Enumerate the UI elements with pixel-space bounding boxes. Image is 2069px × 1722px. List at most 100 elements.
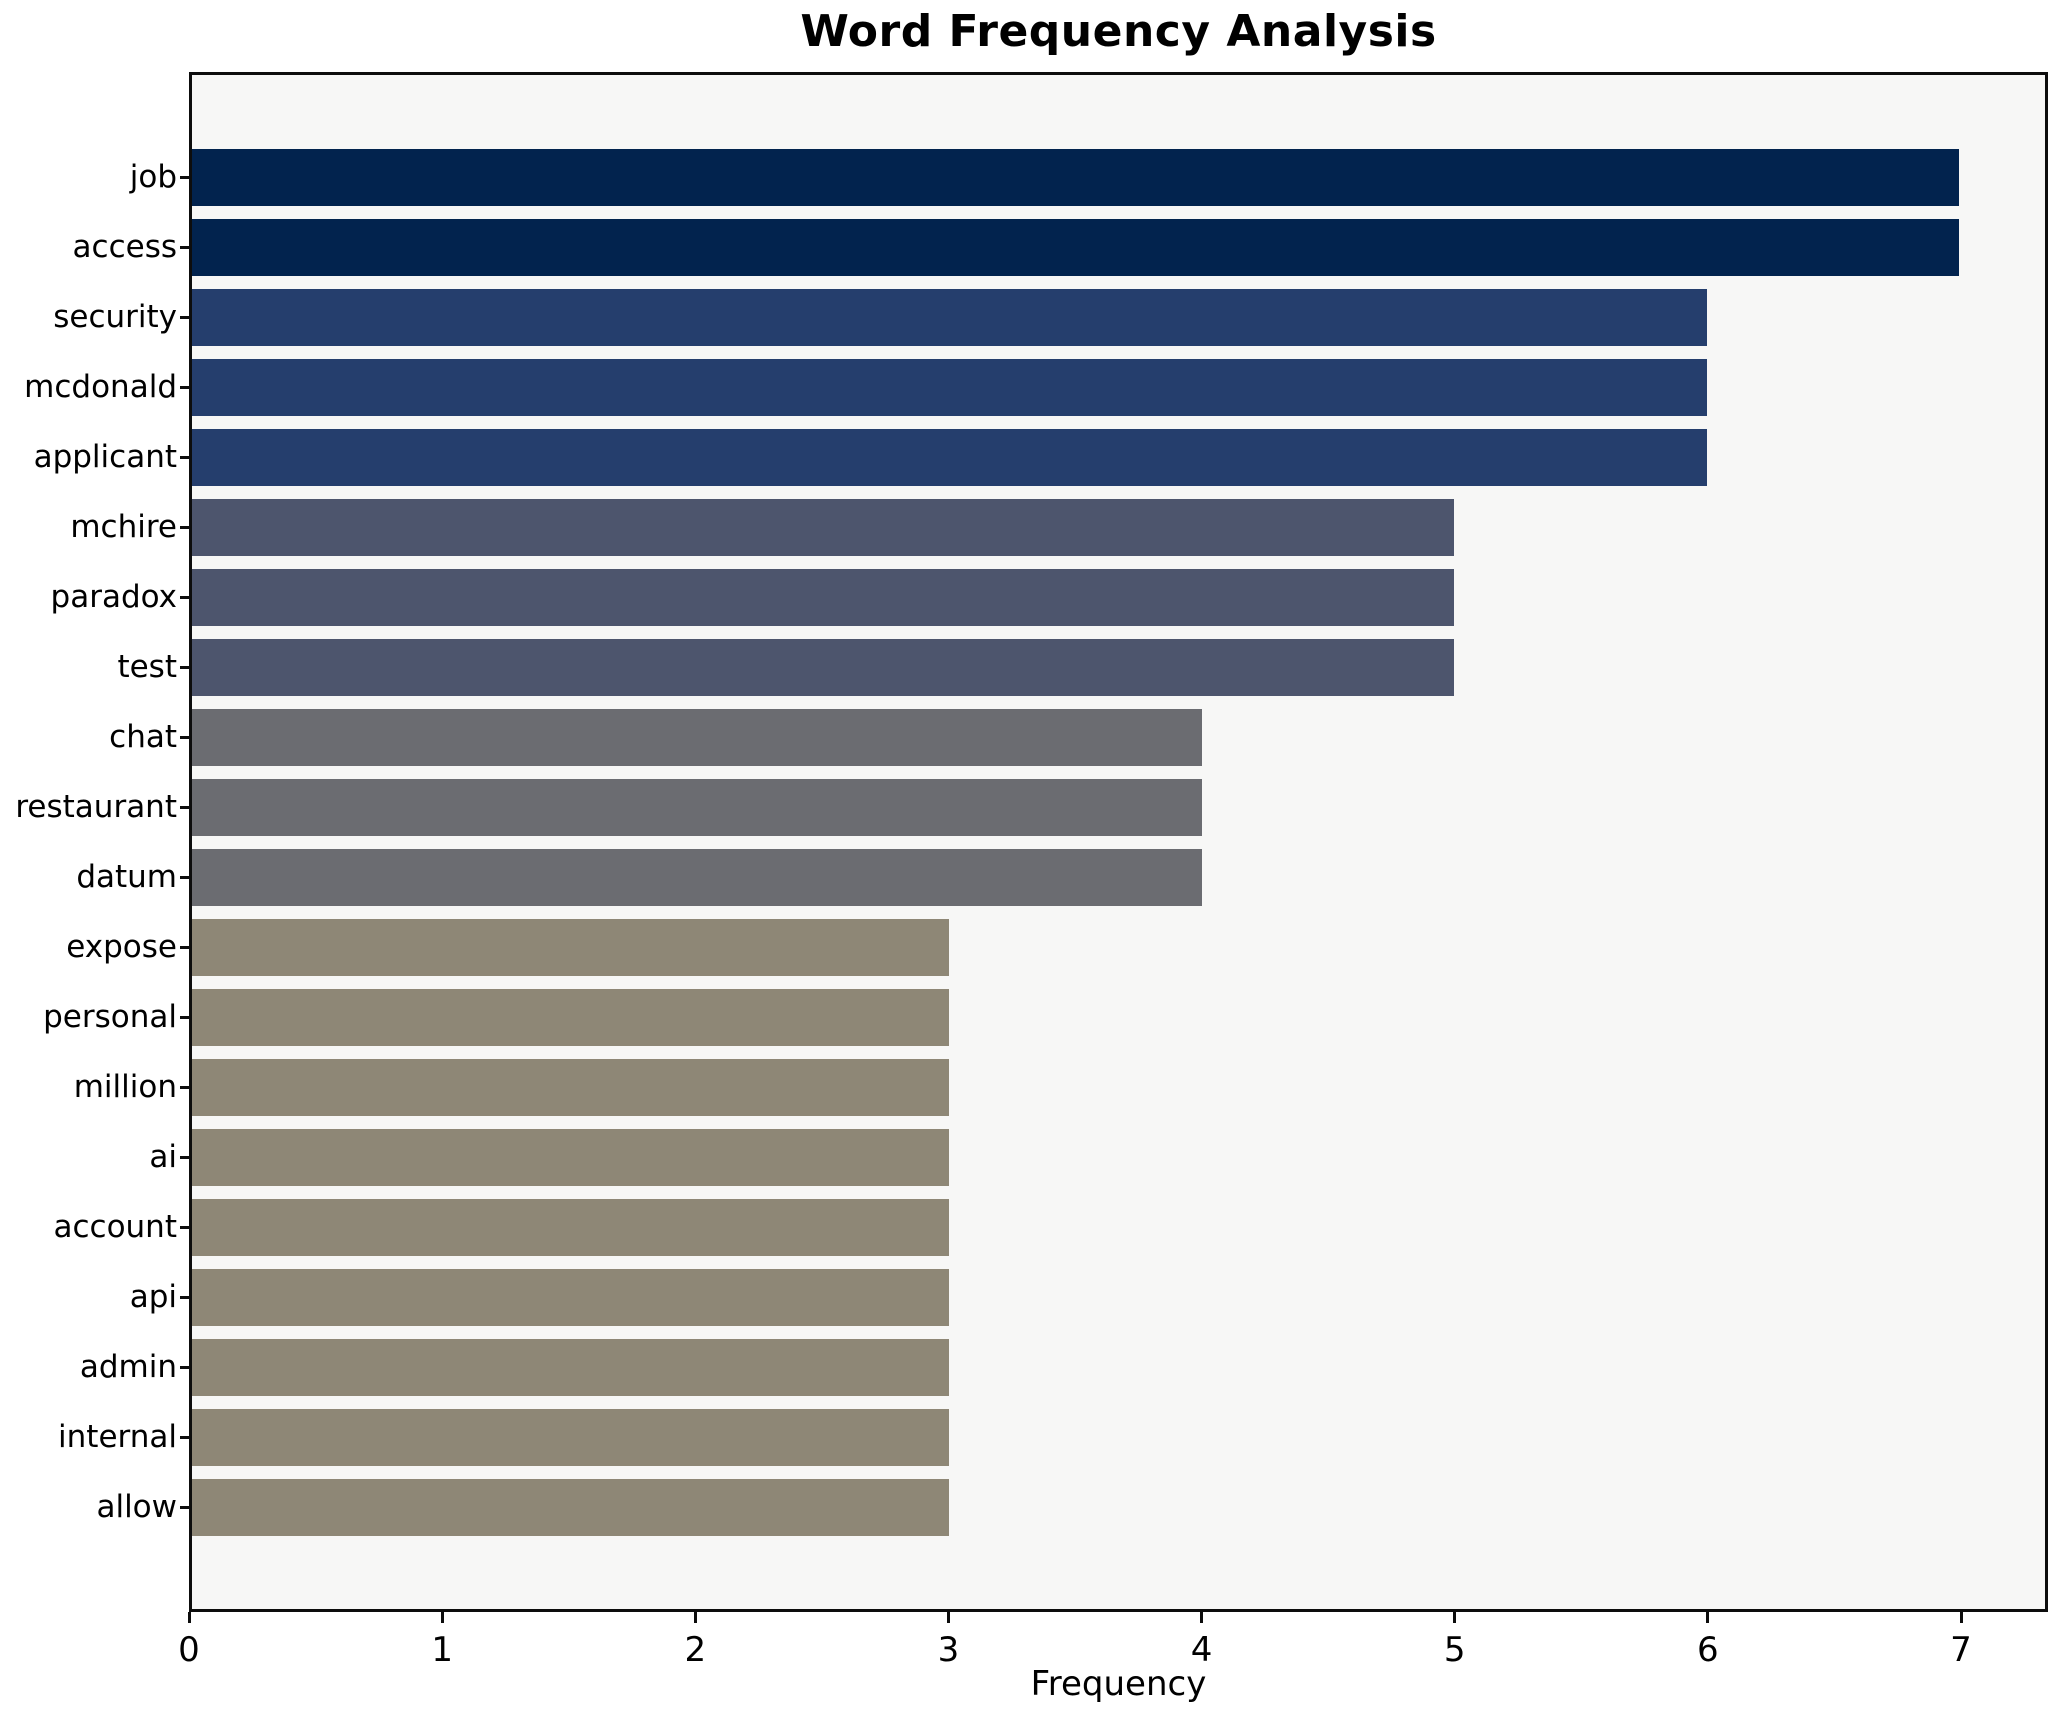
bar-row <box>192 492 2045 562</box>
x-tick-label-5: 5 <box>1443 1630 1466 1670</box>
frequency-bar-account <box>192 1198 950 1256</box>
y-axis-label-api: api <box>129 1279 177 1315</box>
frequency-bar-paradox <box>192 568 1455 626</box>
y-axis-label-allow: allow <box>96 1489 177 1525</box>
frequency-bar-admin <box>192 1338 950 1396</box>
bar-row <box>192 1402 2045 1472</box>
y-axis-label-internal: internal <box>58 1419 177 1455</box>
x-tick-mark <box>946 1612 950 1623</box>
bar-row <box>192 352 2045 422</box>
bar-row <box>192 282 2045 352</box>
x-tick-mark <box>1959 1612 1963 1623</box>
y-tick-mark <box>180 805 189 809</box>
y-tick-mark <box>180 945 189 949</box>
x-tick-mark <box>1200 1612 1204 1623</box>
y-axis-labels: job access security mcdonald applicant mchire… <box>0 72 177 1612</box>
y-axis-label-account: account <box>53 1209 177 1245</box>
bars-container <box>192 75 2045 1609</box>
frequency-bar-personal <box>192 988 950 1046</box>
y-tick-mark <box>180 1505 189 1509</box>
y-tick-mark <box>180 175 189 179</box>
x-tick-mark <box>187 1612 191 1623</box>
y-tick-mark <box>180 1435 189 1439</box>
bar-row <box>192 772 2045 842</box>
bar-row <box>192 422 2045 492</box>
x-tick-label-3: 3 <box>937 1630 960 1670</box>
bar-row <box>192 632 2045 702</box>
frequency-bar-internal <box>192 1408 950 1466</box>
frequency-bar-expose <box>192 918 950 976</box>
y-axis-label-ai: ai <box>149 1139 177 1175</box>
y-axis-label-expose: expose <box>66 929 177 965</box>
frequency-bar-test <box>192 638 1455 696</box>
bar-row <box>192 982 2045 1052</box>
chart-title: Word Frequency Analysis <box>800 6 1437 57</box>
frequency-bar-mcdonald <box>192 358 1707 416</box>
bar-row <box>192 1192 2045 1262</box>
y-tick-mark <box>180 875 189 879</box>
frequency-bar-allow <box>192 1478 950 1536</box>
y-tick-mark <box>180 1365 189 1369</box>
plot-area <box>189 72 2048 1612</box>
y-axis-label-million: million <box>73 1069 177 1105</box>
y-axis-label-datum: datum <box>76 859 177 895</box>
bar-row <box>192 212 2045 282</box>
y-axis-label-admin: admin <box>79 1349 177 1385</box>
frequency-bar-restaurant <box>192 778 1202 836</box>
x-tick-mark <box>693 1612 697 1623</box>
bar-row <box>192 1122 2045 1192</box>
bar-row <box>192 142 2045 212</box>
frequency-bar-mchire <box>192 498 1455 556</box>
x-tick-label-4: 4 <box>1190 1630 1213 1670</box>
bar-row <box>192 1052 2045 1122</box>
frequency-bar-ai <box>192 1128 950 1186</box>
y-axis-label-test: test <box>117 649 177 685</box>
y-axis-label-mcdonald: mcdonald <box>24 369 177 405</box>
frequency-bar-chat <box>192 708 1202 766</box>
x-tick-mark <box>1453 1612 1457 1623</box>
y-tick-mark <box>180 595 189 599</box>
y-axis-label-personal: personal <box>43 999 177 1035</box>
y-tick-mark <box>180 385 189 389</box>
y-axis-label-paradox: paradox <box>50 579 177 615</box>
x-tick-mark <box>1706 1612 1710 1623</box>
bar-row <box>192 702 2045 772</box>
y-tick-mark <box>180 735 189 739</box>
y-tick-mark <box>180 245 189 249</box>
frequency-bar-million <box>192 1058 950 1116</box>
y-tick-mark <box>180 1225 189 1229</box>
y-tick-mark <box>180 1295 189 1299</box>
frequency-bar-security <box>192 288 1707 346</box>
y-tick-mark <box>180 1085 189 1089</box>
bar-row <box>192 842 2045 912</box>
y-axis-label-chat: chat <box>109 719 177 755</box>
bar-row <box>192 1472 2045 1542</box>
bar-row <box>192 912 2045 982</box>
x-tick-label-7: 7 <box>1950 1630 1972 1670</box>
bar-row <box>192 562 2045 632</box>
frequency-bar-access <box>192 218 1960 276</box>
y-axis-label-access: access <box>72 229 177 265</box>
frequency-bar-applicant <box>192 428 1707 486</box>
x-tick-label-2: 2 <box>684 1630 707 1670</box>
y-tick-mark <box>180 315 189 319</box>
y-tick-mark <box>180 1155 189 1159</box>
x-tick-label-6: 6 <box>1697 1630 1719 1670</box>
y-tick-mark <box>180 525 189 529</box>
y-axis-label-applicant: applicant <box>33 439 177 475</box>
x-tick-mark <box>440 1612 444 1623</box>
y-axis-label-mchire: mchire <box>70 509 177 545</box>
y-tick-mark <box>180 1015 189 1019</box>
frequency-bar-job <box>192 148 1960 206</box>
y-axis-label-restaurant: restaurant <box>15 789 177 825</box>
x-tick-label-0: 0 <box>178 1630 200 1670</box>
bar-row <box>192 1262 2045 1332</box>
x-tick-label-1: 1 <box>431 1630 453 1670</box>
x-axis-title: Frequency <box>1030 1664 1207 1704</box>
y-tick-mark <box>180 665 189 669</box>
y-tick-mark <box>180 455 189 459</box>
frequency-bar-datum <box>192 848 1202 906</box>
frequency-bar-api <box>192 1268 950 1326</box>
y-axis-label-security: security <box>53 299 177 335</box>
